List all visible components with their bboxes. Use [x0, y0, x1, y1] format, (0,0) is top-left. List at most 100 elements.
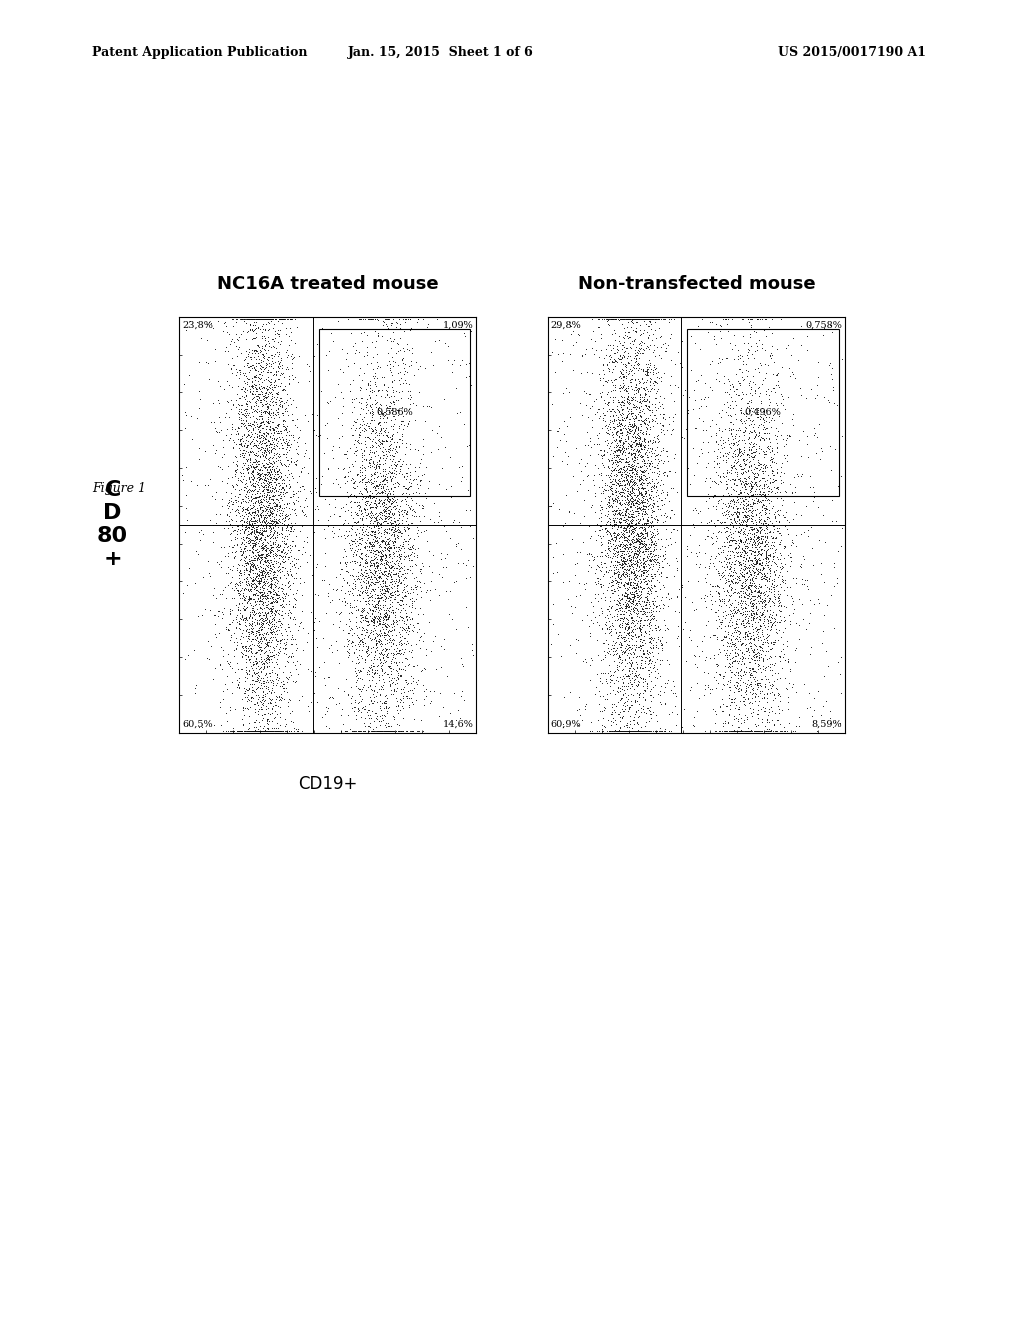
Point: [730, 483, 746, 504]
Point: [755, 414, 771, 436]
Point: [342, 438, 358, 459]
Point: [264, 536, 281, 557]
Point: [756, 409, 772, 430]
Point: [756, 591, 772, 612]
Point: [256, 378, 272, 399]
Point: [375, 453, 391, 474]
Point: [180, 644, 197, 665]
Point: [753, 605, 769, 626]
Point: [813, 441, 829, 462]
Point: [621, 442, 637, 463]
Point: [606, 515, 623, 536]
Point: [636, 495, 652, 516]
Point: [361, 569, 378, 590]
Point: [625, 416, 641, 437]
Point: [241, 705, 257, 726]
Point: [650, 564, 667, 585]
Point: [719, 719, 735, 741]
Point: [383, 506, 399, 527]
Point: [258, 597, 274, 618]
Point: [369, 552, 385, 573]
Point: [383, 561, 399, 582]
Point: [620, 465, 636, 486]
Point: [730, 668, 746, 689]
Point: [615, 408, 632, 429]
Point: [386, 524, 402, 545]
Point: [265, 508, 282, 529]
Point: [354, 469, 371, 490]
Point: [384, 581, 400, 602]
Point: [726, 719, 742, 741]
Point: [239, 512, 255, 533]
Point: [259, 562, 275, 583]
Point: [377, 385, 393, 407]
Point: [713, 614, 729, 635]
Point: [590, 709, 606, 730]
Point: [590, 583, 606, 605]
Point: [615, 482, 632, 503]
Point: [607, 375, 624, 396]
Point: [727, 550, 743, 572]
Point: [421, 471, 437, 492]
Point: [251, 486, 267, 507]
Point: [253, 594, 269, 615]
Point: [598, 545, 614, 566]
Point: [222, 598, 239, 619]
Point: [757, 631, 773, 652]
Point: [266, 610, 283, 631]
Point: [253, 651, 269, 672]
Point: [266, 420, 283, 441]
Point: [244, 620, 260, 642]
Point: [603, 597, 620, 618]
Point: [612, 378, 629, 399]
Point: [273, 524, 290, 545]
Point: [384, 400, 400, 421]
Point: [256, 517, 272, 539]
Point: [651, 619, 668, 640]
Point: [636, 643, 652, 664]
Point: [606, 564, 623, 585]
Point: [611, 587, 628, 609]
Point: [267, 511, 284, 532]
Point: [746, 535, 763, 556]
Point: [612, 553, 629, 574]
Point: [717, 521, 733, 543]
Point: [378, 521, 394, 543]
Point: [387, 532, 403, 553]
Point: [270, 495, 287, 516]
Point: [611, 512, 628, 533]
Point: [722, 719, 738, 741]
Point: [652, 404, 669, 425]
Point: [626, 527, 642, 548]
Point: [271, 690, 288, 711]
Point: [614, 614, 631, 635]
Point: [268, 309, 285, 330]
Point: [738, 678, 755, 700]
Point: [627, 599, 643, 620]
Point: [203, 469, 219, 490]
Point: [567, 553, 584, 574]
Point: [653, 627, 670, 648]
Point: [645, 515, 662, 536]
Point: [751, 562, 767, 583]
Point: [776, 579, 793, 601]
Point: [261, 381, 278, 403]
Point: [620, 506, 636, 527]
Point: [602, 479, 618, 500]
Point: [776, 719, 793, 741]
Point: [284, 343, 300, 364]
Point: [255, 313, 271, 334]
Point: [248, 719, 264, 741]
Point: [380, 463, 396, 484]
Point: [748, 467, 764, 488]
Point: [264, 345, 281, 366]
Point: [651, 392, 668, 413]
Point: [765, 591, 781, 612]
Point: [598, 421, 614, 442]
Point: [395, 594, 412, 615]
Point: [612, 512, 629, 533]
Point: [391, 640, 408, 661]
Point: [345, 642, 361, 663]
Point: [373, 690, 389, 711]
Point: [412, 570, 428, 591]
